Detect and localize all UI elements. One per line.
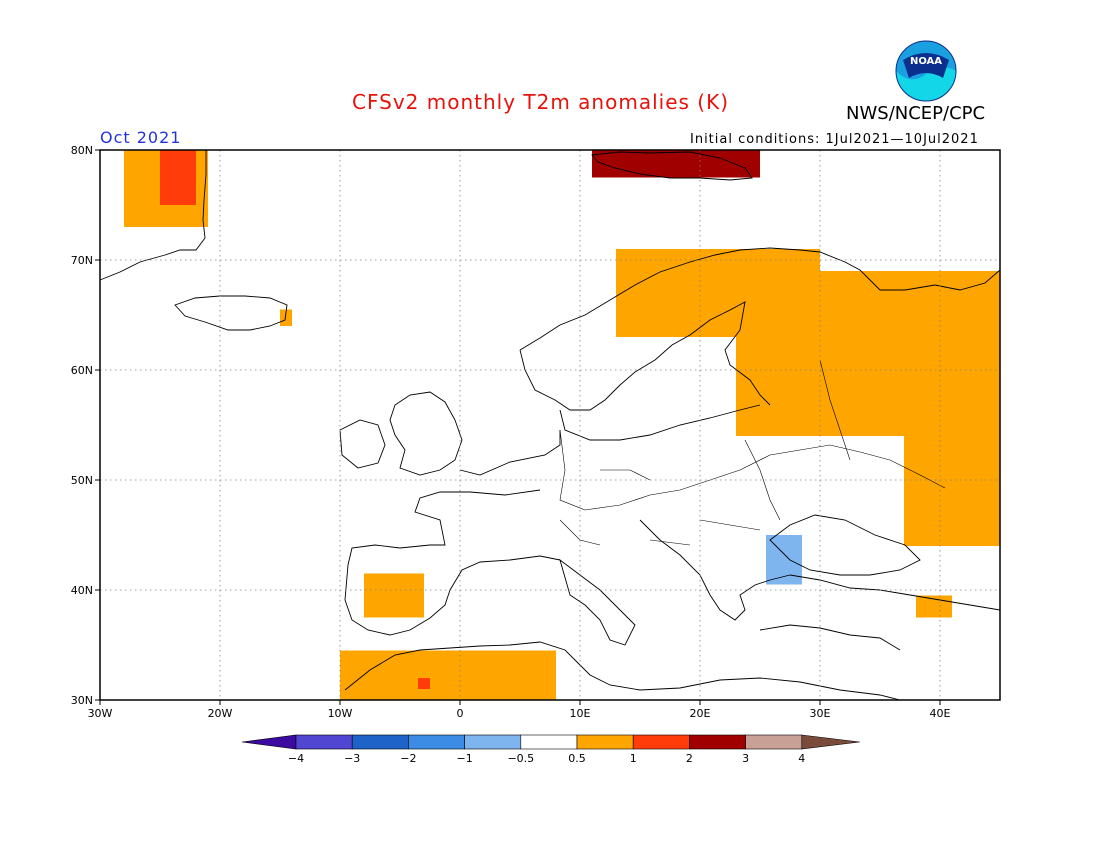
legend-swatch-neutral [520,734,578,750]
legend-label: 1 [630,752,637,765]
legend-label: 0.5 [568,752,586,765]
coast-iceland [174,295,288,331]
x-tick-label: 20W [208,707,233,720]
anomaly-region-9 [418,678,430,689]
legend-label: −2 [400,752,416,765]
y-tick-label: 40N [71,584,93,597]
coast-turkey [759,574,1001,651]
initial-conditions: Initial conditions: 1Jul2021—10Jul2021 [690,132,979,147]
legend-swatch-cat_p2_3 [689,734,746,750]
anomaly-region-10 [916,595,952,618]
x-tick-label: 10W [328,707,353,720]
legend-arrow-right [801,734,860,750]
coast-black-sea [769,514,921,576]
legend-label: −4 [288,752,304,765]
map-title: CFSv2 monthly T2m anomalies (K) [352,90,729,114]
coast-greenland [99,150,207,281]
coast-italy [559,558,636,646]
legend-swatch-cat_m4_m3 [295,734,353,750]
legend-label: −1 [456,752,472,765]
noaa-logo-text: NOAA [910,56,942,67]
x-tick-label: 30W [88,707,113,720]
x-tick-label: 40E [930,707,951,720]
coast-denmark-baltic [559,404,761,441]
coast-scandinavia-south [519,301,771,411]
coast-north-africa [344,641,901,701]
legend-swatch-cat_p3_4 [745,734,803,750]
anomaly-region-2 [592,150,760,178]
lat-lon-gridlines [100,150,1000,700]
y-tick-label: 70N [71,254,93,267]
legend-swatch-cat_p05_1 [576,734,634,750]
anomaly-region-3 [280,309,292,326]
legend-swatch-cat_p1_2 [632,734,690,750]
anomaly-region-8 [340,650,556,700]
y-tick-label: 80N [71,144,93,157]
y-tick-label: 50N [71,474,93,487]
legend-label: −3 [344,752,360,765]
legend-label: 4 [798,752,805,765]
coast-balkans-greece [639,519,791,621]
legend-label: −0.5 [507,752,534,765]
noaa-logo-icon: NOAA [895,40,957,102]
x-tick-label: 10E [570,707,591,720]
color-legend: −4 −3 −2 −1 −0.5 0.5 1 2 3 4 [241,734,860,765]
x-tick-label: 30E [810,707,831,720]
x-tick-label: 20E [690,707,711,720]
y-tick-label: 30N [71,694,93,707]
coast-svalbard [591,151,753,181]
x-tick-label: 0 [457,707,464,720]
anomaly-region-1 [160,150,196,205]
axis-ticks: 30W 20W 10W 0 10E 20E 30E 40E 30N 40N 50N 60N 70N 80N [71,144,951,720]
agency-label: NWS/NCEP/CPC [846,103,986,124]
anomaly-region-5 [736,271,1000,436]
legend-swatch-cat_m2_m1 [408,734,465,750]
y-tick-label: 60N [71,364,93,377]
coast-norway-sweden [519,247,1001,351]
legend-arrow-left [241,734,297,750]
legend-label: 3 [742,752,749,765]
coast-ireland [339,419,386,469]
coast-europe-west [344,430,561,636]
anomaly-fills [124,150,1000,700]
anomaly-region-7 [364,573,424,618]
map-frame [99,149,1001,701]
forecast-period: Oct 2021 [100,128,182,147]
legend-swatch-cat_m3_m2 [351,734,409,750]
legend-swatch-cat_m1_m05 [464,734,522,750]
anomaly-region-11 [766,535,802,585]
legend-label: 2 [686,752,693,765]
coast-uk [389,391,463,476]
anomaly-region-6 [904,436,1000,546]
